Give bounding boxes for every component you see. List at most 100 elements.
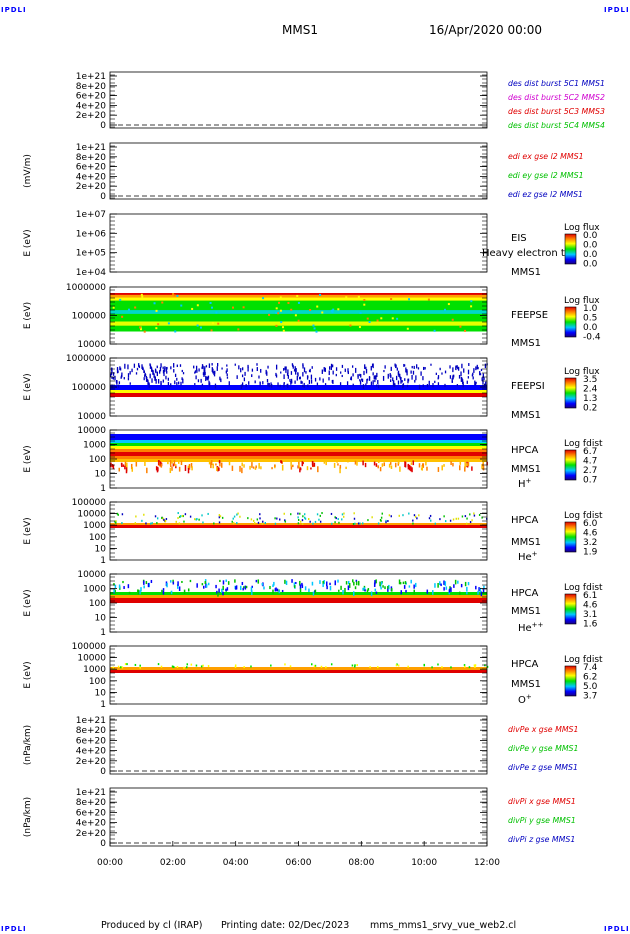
feepsi-pixel bbox=[111, 368, 113, 373]
feepsi-pixel bbox=[355, 367, 357, 373]
y-tick-label: 100000 bbox=[72, 642, 107, 652]
hplus-band bbox=[110, 434, 487, 440]
heplus-pixel bbox=[134, 522, 137, 525]
side-label: FEEPSI bbox=[511, 381, 545, 392]
heplus-pixel bbox=[231, 520, 233, 523]
corner-label-bottom-left: IPDLI bbox=[1, 925, 27, 933]
heplus-band bbox=[110, 525, 487, 528]
colorbar-value: 0.0 bbox=[583, 250, 598, 260]
hplus-pixel bbox=[313, 462, 316, 467]
colorbar-value: 4.6 bbox=[583, 601, 598, 611]
heplus-pixel bbox=[116, 512, 119, 515]
feepse-pixel bbox=[376, 319, 379, 322]
heplusplus-pixel bbox=[272, 589, 274, 594]
y-tick-label: 2e+20 bbox=[76, 111, 107, 121]
heplus-pixel bbox=[469, 513, 471, 516]
feepsi-pixel bbox=[280, 371, 282, 374]
feepse-pixel bbox=[390, 298, 393, 301]
heplus-pixel bbox=[115, 521, 117, 524]
feepsi-pixel bbox=[389, 379, 392, 382]
heplusplus-pixel bbox=[413, 589, 415, 595]
feepsi-pixel bbox=[275, 374, 278, 378]
heplus-pixel bbox=[143, 513, 145, 516]
oplus-pixel bbox=[243, 666, 245, 669]
hplus-pixel bbox=[169, 467, 172, 474]
feepsi-pixel bbox=[390, 366, 392, 371]
hplus-pixel bbox=[383, 462, 386, 467]
heplusplus-pixel bbox=[222, 591, 224, 596]
feepsi-pixel bbox=[357, 374, 359, 379]
y-tick-label: 0 bbox=[100, 839, 106, 849]
hplus-pixel bbox=[131, 467, 134, 472]
feepsi-pixel bbox=[166, 370, 168, 374]
feepsi-pixel bbox=[463, 368, 465, 373]
heplusplus-pixel bbox=[344, 587, 346, 593]
heplusplus-pixel bbox=[382, 585, 384, 588]
feepsi-pixel bbox=[480, 368, 483, 371]
feepsi-pixel bbox=[211, 363, 213, 366]
feepse-pixel bbox=[312, 324, 315, 327]
feepsi-pixel bbox=[127, 377, 130, 381]
feepse-band bbox=[110, 293, 487, 296]
feepsi-pixel bbox=[301, 381, 303, 384]
feepsi-pixel bbox=[173, 369, 175, 373]
feepsi-pixel bbox=[133, 363, 136, 368]
heplus-pixel bbox=[444, 520, 447, 523]
heplusplus-pixel bbox=[374, 588, 377, 592]
feepsi-pixel bbox=[194, 370, 197, 373]
feepsi-pixel bbox=[207, 378, 209, 381]
feepse-pixel bbox=[161, 301, 164, 304]
heplusplus-pixel bbox=[242, 587, 244, 591]
x-tick-label: 10:00 bbox=[411, 858, 437, 868]
hplus-pixel bbox=[399, 466, 401, 472]
heplusplus-pixel bbox=[475, 585, 477, 590]
feepsi-pixel bbox=[319, 377, 321, 381]
feepsi-pixel bbox=[362, 384, 365, 389]
heplusplus-pixel bbox=[366, 589, 369, 593]
feepsi-pixel bbox=[279, 384, 281, 388]
feepsi-pixel bbox=[289, 378, 291, 382]
x-tick-label: 06:00 bbox=[286, 858, 312, 868]
hplus-pixel bbox=[337, 463, 339, 466]
feepsi-pixel bbox=[216, 366, 218, 371]
side-label: He++ bbox=[518, 621, 544, 634]
feepsi-pixel bbox=[202, 372, 205, 376]
y-axis-label: E (eV) bbox=[23, 302, 33, 329]
oplus-pixel bbox=[121, 666, 124, 669]
feepsi-pixel bbox=[201, 383, 204, 387]
feepsi-pixel bbox=[177, 381, 180, 385]
heplusplus-pixel bbox=[301, 584, 304, 588]
feepse-pixel bbox=[277, 312, 280, 315]
oplus-pixel bbox=[431, 666, 433, 669]
y-tick-label: 8e+20 bbox=[76, 798, 107, 808]
heplus-pixel bbox=[233, 522, 235, 525]
hplus-pixel bbox=[155, 466, 158, 471]
heplus-pixel bbox=[262, 520, 264, 523]
feepsi-pixel bbox=[127, 373, 130, 378]
feepse-pixel bbox=[427, 298, 430, 301]
feepsi-pixel bbox=[405, 367, 407, 373]
feepsi-pixel bbox=[248, 381, 250, 385]
hplus-pixel bbox=[336, 460, 338, 463]
feepsi-pixel bbox=[376, 384, 378, 387]
feepse-pixel bbox=[275, 324, 278, 327]
y-tick-label: 6e+20 bbox=[76, 163, 107, 173]
heplusplus-pixel bbox=[147, 583, 150, 588]
feepse-pixel bbox=[297, 319, 300, 322]
heplusplus-band bbox=[110, 595, 487, 598]
feepse-pixel bbox=[357, 295, 360, 298]
heplus-pixel bbox=[156, 522, 158, 525]
colorbar-value: 3.5 bbox=[583, 375, 597, 385]
heplus-pixel bbox=[121, 522, 123, 525]
feepsi-pixel bbox=[151, 378, 153, 383]
feepsi-pixel bbox=[399, 373, 401, 377]
heplus-pixel bbox=[213, 522, 215, 525]
heplus-pixel bbox=[402, 514, 404, 517]
y-tick-label: 10 bbox=[95, 614, 107, 624]
heplusplus-pixel bbox=[388, 584, 390, 590]
panel-frame bbox=[109, 71, 488, 129]
feepsi-pixel bbox=[124, 363, 126, 369]
heplusplus-pixel bbox=[439, 581, 441, 586]
